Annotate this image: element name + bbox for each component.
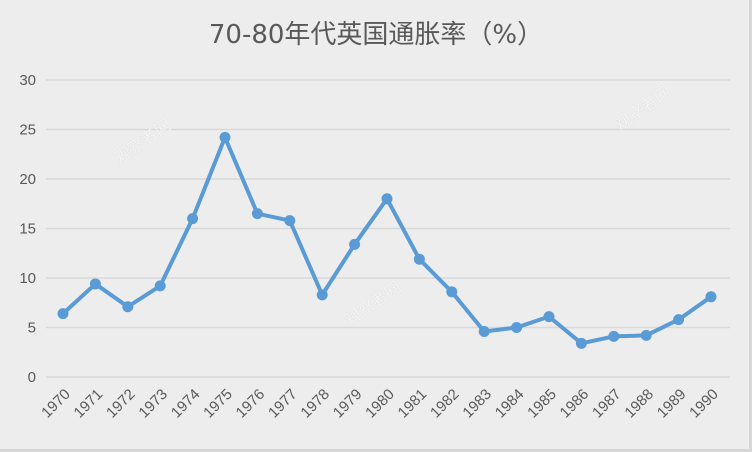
data-point-marker — [284, 215, 296, 227]
x-tick-label: 1972 — [103, 386, 139, 422]
y-tick-label: 0 — [28, 369, 36, 386]
y-tick-label: 30 — [19, 72, 36, 89]
data-point-marker — [349, 238, 361, 250]
x-tick-label: 1973 — [135, 386, 171, 422]
x-tick-label: 1990 — [686, 386, 722, 422]
data-point-marker — [413, 253, 425, 265]
data-point-marker — [122, 301, 134, 313]
data-point-marker — [154, 280, 166, 292]
x-tick-label: 1971 — [71, 386, 107, 422]
y-tick-label: 20 — [19, 171, 36, 188]
data-point-marker — [575, 337, 587, 349]
data-point-marker — [446, 286, 458, 298]
x-tick-label: 1984 — [492, 386, 528, 422]
x-tick-label: 1987 — [589, 386, 625, 422]
data-point-marker — [316, 289, 328, 301]
data-point-marker — [511, 322, 523, 333]
x-tick-label: 1974 — [168, 386, 204, 422]
data-point-marker — [608, 330, 620, 342]
y-tick-label: 5 — [28, 320, 36, 337]
data-point-marker — [478, 325, 490, 337]
x-tick-label: 1986 — [557, 386, 593, 422]
data-point-marker — [640, 329, 652, 341]
x-tick-label: 1978 — [297, 386, 333, 422]
x-tick-label: 1980 — [362, 386, 398, 422]
x-tick-label: 1977 — [265, 386, 301, 422]
data-point-marker — [89, 278, 101, 290]
y-tick-label: 15 — [19, 221, 36, 238]
x-tick-label: 1983 — [459, 386, 495, 422]
data-point-marker — [219, 131, 231, 143]
x-tick-label: 1988 — [621, 386, 657, 422]
x-tick-label: 1976 — [233, 386, 269, 422]
x-tick-label: 1979 — [330, 386, 366, 422]
y-tick-label: 10 — [19, 270, 36, 287]
data-point-marker — [57, 308, 69, 320]
chart-title: 70-80年代英国通胀率（%） — [208, 20, 544, 50]
x-tick-label: 1975 — [200, 386, 236, 422]
x-tick-label: 1985 — [524, 386, 560, 422]
data-point-marker — [673, 314, 685, 326]
data-point-marker — [705, 291, 717, 303]
x-tick-label: 1970 — [38, 386, 74, 422]
data-point-marker — [381, 193, 393, 205]
data-point-marker — [543, 311, 555, 323]
data-point-marker — [187, 213, 199, 225]
x-tick-label: 1981 — [395, 386, 431, 422]
data-line — [61, 135, 713, 346]
data-point-marker — [251, 208, 263, 220]
x-tick-label: 1982 — [427, 386, 463, 422]
y-tick-label: 25 — [19, 122, 36, 139]
x-tick-label: 1989 — [654, 386, 690, 422]
